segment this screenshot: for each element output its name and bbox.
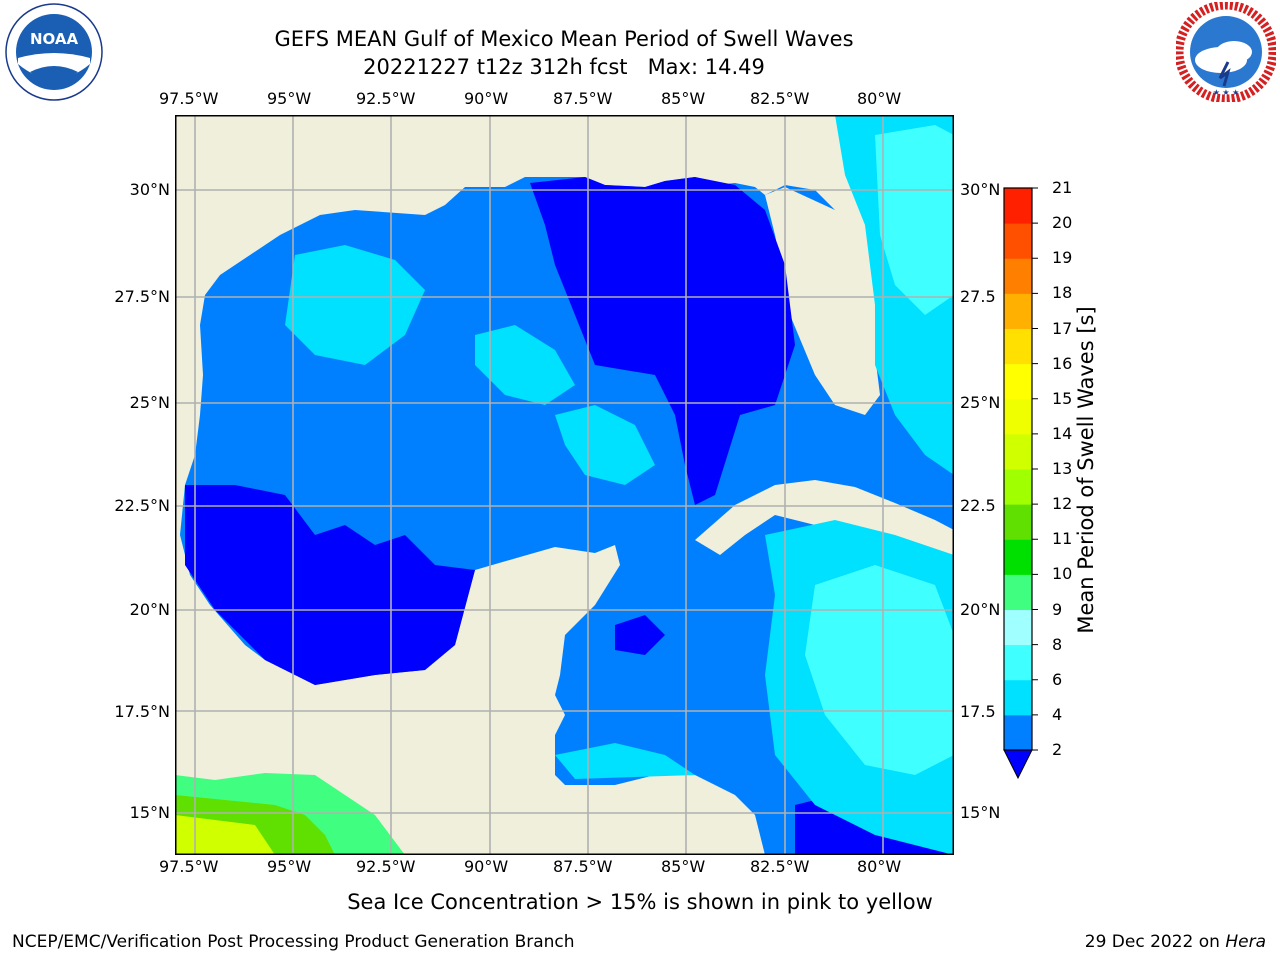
- colorbar-tick-label: 18: [1052, 283, 1073, 303]
- colorbar-tick-label: 8: [1052, 634, 1063, 654]
- lat-label-left: 20°N: [129, 600, 170, 619]
- colorbar-segment: [1004, 328, 1032, 365]
- lon-label-top: 80°W: [857, 89, 902, 108]
- colorbar-segment: [1004, 469, 1032, 505]
- lat-label-left: 15°N: [129, 803, 170, 822]
- lat-label-right: 17.5: [960, 702, 996, 721]
- colorbar-tick-label: 21: [1052, 178, 1073, 197]
- lon-label-top: 82.5°W: [750, 89, 810, 108]
- generation-credit: 29 Dec 2022 on Hera: [1085, 932, 1266, 952]
- colorbar-tick-label: 15: [1052, 388, 1073, 408]
- swell-period-map: [175, 115, 954, 855]
- sea-ice-note: Sea Ice Concentration > 15% is shown in …: [347, 890, 933, 914]
- colorbar-segment: [1004, 644, 1032, 681]
- colorbar-tick-label: 2: [1052, 740, 1063, 759]
- lon-label-top: 85°W: [661, 89, 706, 108]
- lon-label-top: 95°W: [267, 89, 312, 108]
- lat-label-right: 22.5: [960, 496, 996, 515]
- lat-label-right: 30°N: [960, 180, 1001, 199]
- lon-label-bottom: 97.5°W: [159, 857, 219, 876]
- colorbar-segment: [1004, 258, 1032, 294]
- lon-label-top: 87.5°W: [553, 89, 613, 108]
- colorbar-segment: [1004, 433, 1032, 470]
- colorbar-tick-label: 9: [1052, 599, 1063, 619]
- chart-title: GEFS MEAN Gulf of Mexico Mean Period of …: [274, 27, 854, 51]
- generation-host: Hera: [1225, 932, 1266, 952]
- lat-label-left: 17.5°N: [114, 702, 170, 721]
- colorbar-label: Mean Period of Swell Waves [s]: [1074, 306, 1098, 634]
- lon-label-top: 92.5°W: [356, 89, 416, 108]
- lat-label-right: 27.5: [960, 287, 996, 306]
- lon-label-bottom: 90°W: [464, 857, 509, 876]
- colorbar-segment: [1004, 293, 1032, 329]
- colorbar-segment: [1004, 609, 1032, 646]
- producer-credit: NCEP/EMC/Verification Post Processing Pr…: [12, 932, 575, 952]
- colorbar-under-arrow: [1003, 749, 1033, 780]
- nws-logo: ★ ★ ★: [1176, 2, 1276, 102]
- lon-label-top: 90°W: [464, 89, 509, 108]
- lat-label-right: 20°N: [960, 600, 1001, 619]
- colorbar-segment: [1004, 188, 1032, 224]
- lon-label-bottom: 95°W: [267, 857, 312, 876]
- colorbar-segment: [1004, 679, 1032, 716]
- map-frame: [175, 115, 954, 855]
- lat-label-left: 25°N: [129, 393, 170, 412]
- noaa-logo-text: NOAA: [30, 30, 79, 48]
- colorbar-segment: [1004, 363, 1032, 400]
- colorbar-tick-label: 19: [1052, 248, 1073, 268]
- lon-label-bottom: 82.5°W: [750, 857, 810, 876]
- colorbar-tick-label: 13: [1052, 459, 1073, 478]
- colorbar-segment: [1004, 714, 1032, 751]
- lat-label-left: 22.5°N: [114, 496, 170, 515]
- colorbar-tick-label: 11: [1052, 529, 1073, 549]
- colorbar-segment: [1004, 504, 1032, 540]
- colorbar-tick-label: 6: [1052, 669, 1063, 689]
- lon-label-bottom: 80°W: [857, 857, 902, 876]
- colorbar-tick-label: 12: [1052, 494, 1073, 514]
- colorbar: [1003, 187, 1038, 780]
- bottom-left-high-period-region: [175, 773, 405, 855]
- lat-label-left: 30°N: [129, 180, 170, 199]
- colorbar-tick-label: 20: [1052, 213, 1073, 233]
- chart-subtitle: 20221227 t12z 312h fcst Max: 14.49: [363, 55, 765, 79]
- lat-label-right: 25°N: [960, 393, 1001, 412]
- lon-label-bottom: 92.5°W: [356, 857, 416, 876]
- colorbar-tick-label: 10: [1052, 564, 1073, 584]
- colorbar-segment: [1004, 398, 1032, 435]
- lon-label-top: 97.5°W: [159, 89, 219, 108]
- lon-label-bottom: 85°W: [661, 857, 706, 876]
- generation-date: 29 Dec 2022 on: [1084, 932, 1226, 952]
- svg-text:★ ★ ★: ★ ★ ★: [1213, 88, 1240, 97]
- colorbar-tick-label: 4: [1052, 704, 1063, 724]
- colorbar-tick-label: 16: [1052, 353, 1073, 373]
- colorbar-segment: [1004, 574, 1032, 610]
- ocean-6-8s-region: [805, 125, 954, 775]
- lat-label-left: 27.5°N: [114, 287, 170, 306]
- colorbar-tick-label: 14: [1052, 423, 1073, 443]
- lon-label-bottom: 87.5°W: [553, 857, 613, 876]
- colorbar-segment: [1004, 539, 1032, 575]
- colorbar-tick-label: 17: [1052, 318, 1073, 338]
- graticule: [175, 115, 954, 855]
- noaa-logo: NOAA: [5, 3, 103, 101]
- lat-label-right: 15°N: [960, 803, 1001, 822]
- colorbar-segment: [1004, 223, 1032, 259]
